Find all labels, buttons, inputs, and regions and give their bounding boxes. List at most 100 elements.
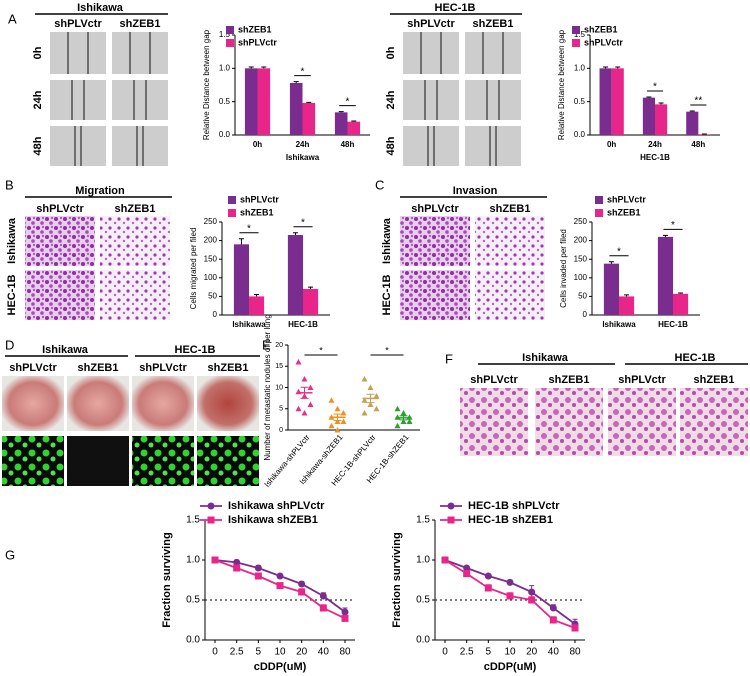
y-tick-label: 0: [213, 310, 218, 319]
y-axis-label: Number of metastatic nodules of per lung: [263, 314, 272, 460]
data-point: [549, 604, 557, 612]
panel-heading: Ishikawa: [42, 344, 89, 356]
x-tick-label: 0h: [253, 140, 262, 149]
bar: [233, 244, 249, 315]
error-bar: [351, 120, 357, 122]
data-point: [361, 376, 368, 382]
legend-label: shZEB1: [607, 207, 641, 217]
legend-swatch: [572, 26, 580, 34]
y-tick-label: 150: [574, 254, 588, 263]
legend-swatch: [595, 196, 603, 204]
x-tick-label: 2.5: [460, 647, 474, 658]
y-tick-label: 1.5: [219, 30, 231, 39]
micrograph: [67, 436, 129, 486]
bar: [334, 112, 348, 135]
x-axis-label: HEC-1B: [640, 153, 670, 162]
bar: [611, 68, 624, 135]
micrograph: [680, 388, 748, 456]
micrograph: [403, 126, 459, 166]
column-label: shZEB1: [78, 362, 119, 374]
error-bar: [306, 101, 312, 103]
panel-heading: HEC-1B: [435, 2, 476, 14]
data-point: [276, 572, 284, 580]
data-point: [298, 580, 306, 588]
column-label: shZEB1: [694, 374, 735, 386]
panel-letter: D: [5, 337, 14, 352]
error-bar: [662, 234, 668, 237]
y-axis-label: Fraction surviving: [391, 532, 403, 627]
error-bar: [624, 294, 630, 297]
data-point: [334, 405, 341, 412]
micrograph: [465, 32, 521, 74]
error-bar: [603, 66, 609, 69]
error-bar: [292, 232, 298, 236]
data-point: [295, 359, 302, 365]
micrograph: [50, 126, 106, 166]
micrograph: [465, 80, 521, 120]
column-label: shPLVctr: [470, 374, 518, 386]
column-label: shZEB1: [208, 362, 249, 374]
significance-label: *: [301, 66, 305, 77]
y-tick-label: 150: [204, 254, 218, 263]
bar: [289, 83, 303, 135]
column-label: shPLVctr: [9, 362, 57, 374]
y-tick-label: 0.5: [416, 595, 430, 606]
y-tick-label: 10: [275, 384, 283, 391]
legend-label: shPLVctr: [584, 37, 623, 47]
micrograph: [400, 216, 470, 266]
data-point: [276, 582, 284, 590]
y-tick-label: 100: [574, 273, 588, 282]
data-point: [340, 410, 347, 416]
error-bar: [608, 261, 614, 264]
data-point: [295, 405, 302, 412]
x-tick-label: Ishikawa: [232, 320, 266, 329]
data-point: [334, 427, 341, 433]
x-tick-label: 0: [212, 647, 218, 658]
legend-label: shPLVctr: [240, 194, 279, 204]
error-bar: [678, 292, 684, 294]
x-tick-label: 10: [274, 647, 286, 658]
bar: [302, 103, 316, 135]
y-tick-label: 1.0: [219, 63, 231, 72]
sem-bar: [366, 393, 375, 404]
column-label: shZEB1: [120, 18, 161, 30]
x-tick-label: HEC-1B: [288, 320, 318, 329]
legend-label: shZEB1: [584, 24, 618, 34]
error-bar: [338, 111, 344, 113]
significance-label: *: [671, 220, 675, 231]
micrograph: [197, 436, 259, 486]
error-bar: [646, 96, 652, 98]
data-point: [400, 418, 407, 424]
data-point: [254, 572, 262, 580]
x-axis-label: cDDP(uM): [484, 661, 537, 673]
bar: [287, 235, 303, 315]
micrograph: [112, 32, 168, 74]
panel-letter: E: [262, 337, 271, 352]
row-label: 0h: [385, 46, 397, 59]
row-label: 24h: [385, 90, 397, 109]
data-point: [463, 570, 471, 578]
y-tick-label: 200: [574, 236, 588, 245]
legend-marker: [207, 516, 215, 524]
micrograph: [2, 436, 64, 486]
error-bar: [254, 294, 260, 297]
x-tick-label: 80: [339, 647, 351, 658]
y-axis-label: Cells invaded per filed: [559, 229, 568, 308]
column-label: shPLVctr: [36, 203, 84, 215]
x-axis-label: Ishikawa: [286, 153, 320, 162]
panel-heading: Migration: [75, 185, 125, 197]
x-tick-label: 24h: [296, 140, 310, 149]
bar: [655, 104, 668, 135]
panel-letter: A: [8, 11, 17, 26]
x-tick-label: Ishikawa: [602, 320, 636, 329]
x-tick-label: 80: [569, 647, 581, 658]
x-tick-label: 5: [486, 647, 492, 658]
data-point: [367, 384, 374, 390]
micrograph: [197, 376, 259, 431]
column-label: shZEB1: [490, 203, 531, 215]
column-label: shPLVctr: [618, 374, 666, 386]
data-point: [394, 422, 401, 429]
micrograph: [25, 216, 95, 266]
micrograph: [400, 270, 470, 320]
y-tick-label: 0: [583, 310, 588, 319]
